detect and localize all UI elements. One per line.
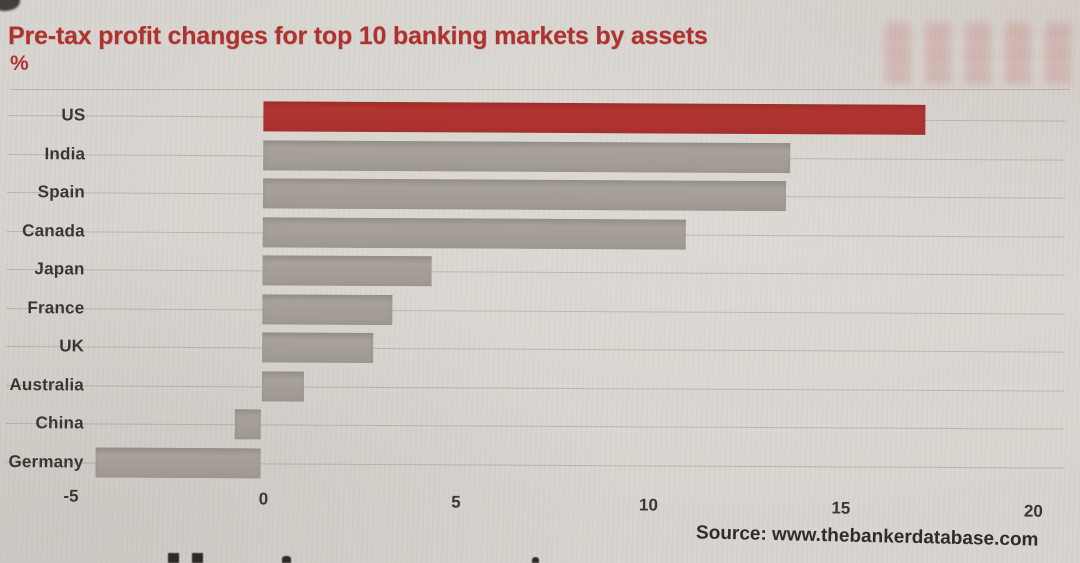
chart-top-rule	[10, 89, 1070, 90]
row-gridline	[6, 307, 1065, 315]
category-label-australia: Australia	[9, 374, 85, 395]
category-label-spain: Spain	[37, 182, 86, 202]
category-label-india: India	[44, 143, 86, 163]
bar-us	[262, 101, 926, 135]
chart-title: Pre-tax profit changes for top 10 bankin…	[8, 22, 708, 50]
category-label-canada: Canada	[22, 220, 85, 241]
bar-uk	[261, 332, 374, 364]
paper-corner-smudge	[0, 0, 20, 11]
bar-spain	[262, 178, 787, 212]
bar-germany	[95, 447, 262, 479]
row-gridline	[5, 384, 1064, 392]
bar-canada	[262, 217, 686, 250]
category-label-france: France	[27, 297, 85, 318]
bar-australia	[261, 371, 304, 402]
category-label-us: US	[61, 105, 86, 125]
print-showthrough	[885, 22, 1075, 84]
bar-china	[234, 409, 262, 440]
row-gridline	[6, 269, 1065, 276]
category-label-germany: Germany	[8, 451, 84, 472]
row-gridline	[5, 423, 1064, 430]
bar-japan	[262, 255, 432, 287]
bar-france	[261, 294, 393, 325]
category-label-uk: UK	[59, 336, 85, 356]
row-gridline	[6, 346, 1065, 353]
bar-india	[262, 139, 791, 173]
category-label-japan: Japan	[34, 259, 85, 279]
cutoff-text-fragment	[0, 551, 600, 563]
category-label-china: China	[35, 413, 84, 433]
chart-unit-label: %	[10, 52, 29, 75]
